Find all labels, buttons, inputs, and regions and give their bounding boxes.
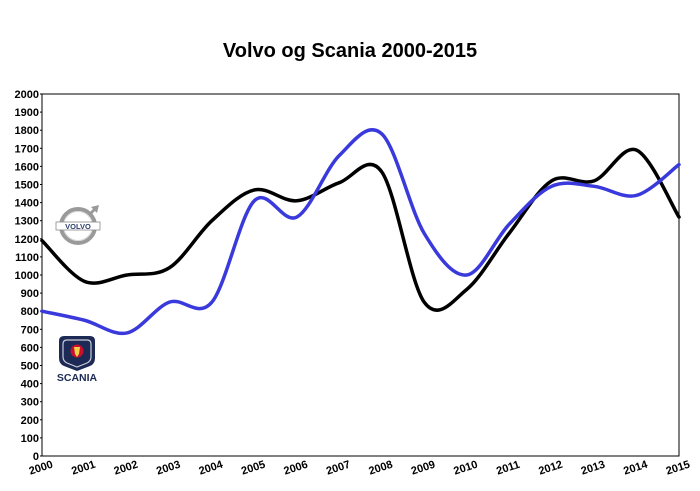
x-tick-label: 2009 (410, 459, 437, 478)
y-tick-label: 1700 (15, 143, 39, 155)
y-tick-label: 1200 (15, 234, 39, 246)
y-tick-label: 1000 (15, 270, 39, 282)
x-tick-label: 2003 (155, 459, 182, 478)
x-tick-label: 2014 (622, 458, 650, 477)
y-tick-label: 700 (21, 324, 39, 336)
y-tick-label: 1400 (15, 198, 39, 210)
y-axis: 0 100 200 300 400 500 600 700 800 900 1000 1100 1200… (15, 89, 42, 463)
x-tick-label: 2011 (495, 459, 521, 478)
chart-title: Volvo og Scania 2000-2015 (223, 40, 477, 62)
y-tick-label: 2000 (15, 89, 39, 101)
x-tick-label: 2008 (367, 459, 394, 478)
x-tick-label: 2004 (197, 458, 225, 477)
y-tick-label: 200 (21, 415, 39, 427)
x-tick-label: 2000 (28, 459, 55, 478)
x-tick-label: 2012 (537, 459, 564, 478)
y-tick-label: 1900 (15, 107, 39, 119)
y-tick-label: 500 (21, 361, 39, 373)
volvo-logo-text: VOLVO (65, 222, 91, 231)
x-tick-label: 2010 (452, 459, 479, 478)
series-line-scania (40, 128, 681, 336)
x-tick-label: 2005 (240, 459, 267, 478)
x-tick-label: 2007 (325, 459, 352, 478)
y-tick-label: 1600 (15, 161, 39, 173)
x-tick-label: 2001 (70, 459, 97, 478)
y-tick-label: 600 (21, 342, 39, 354)
scania-logo: SCANIA (57, 336, 98, 384)
plot-frame (41, 93, 680, 457)
x-tick-label: 2002 (113, 459, 140, 478)
x-axis: 2000 2001 2002 2003 2004 2005 2006 2007 2008 2009… (28, 458, 692, 477)
y-tick-label: 0 (33, 451, 39, 463)
volvo-logo: VOLVO (55, 205, 101, 245)
y-tick-label: 1500 (15, 180, 39, 192)
y-tick-label: 1300 (15, 216, 39, 228)
y-tick-label: 800 (21, 306, 39, 318)
series-lines (40, 128, 681, 336)
x-tick-label: 2013 (580, 459, 607, 478)
y-tick-label: 400 (21, 379, 39, 391)
scania-logo-text: SCANIA (57, 372, 98, 384)
y-tick-label: 300 (21, 397, 39, 409)
y-tick-label: 100 (21, 433, 39, 445)
x-tick-label: 2006 (282, 459, 309, 478)
y-tick-label: 1100 (15, 252, 39, 264)
x-tick-label: 2015 (665, 459, 692, 478)
series-line-volvo (40, 147, 681, 312)
y-tick-label: 1800 (15, 125, 39, 137)
y-tick-label: 900 (21, 288, 39, 300)
